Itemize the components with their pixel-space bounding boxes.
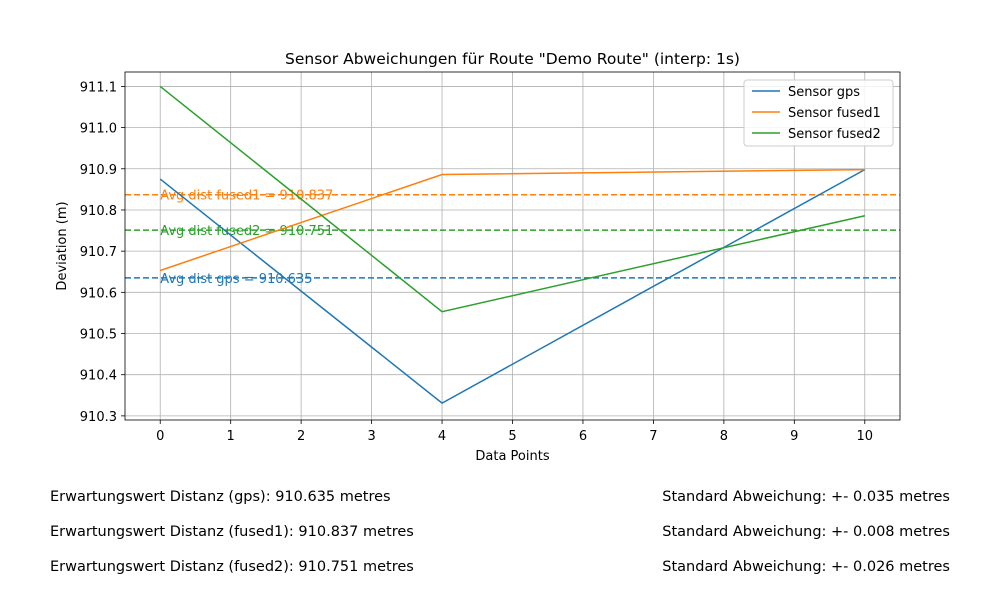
y-axis-label: Deviation (m): [55, 201, 70, 290]
avg-label-gps: Avg dist gps = 910.635: [160, 272, 312, 287]
x-tick-label: 8: [720, 429, 728, 444]
y-tick-label: 910.4: [80, 369, 117, 384]
series-line-fused2: [159, 85, 865, 313]
expectation-fused2-text: Erwartungswert Distanz (fused2): 910.751…: [50, 559, 414, 575]
expectation-fused1-text: Erwartungswert Distanz (fused1): 910.837…: [50, 524, 414, 540]
avg-label-fused1: Avg dist fused1 = 910.837: [160, 189, 333, 204]
legend-label-fused2: Sensor fused2: [788, 127, 881, 142]
y-tick-label: 910.5: [80, 328, 117, 343]
expectation-gps-text: Erwartungswert Distanz (gps): 910.635 me…: [50, 489, 391, 505]
std-deviation-gps-text: Standard Abweichung: +- 0.035 metres: [662, 489, 950, 505]
std-deviation-fused1-text: Standard Abweichung: +- 0.008 metres: [662, 524, 950, 540]
std-deviation-fused2-text: Standard Abweichung: +- 0.026 metres: [662, 559, 950, 575]
y-tick-label: 910.3: [80, 410, 117, 425]
x-tick-label: 9: [790, 429, 798, 444]
y-tick-label: 910.7: [80, 245, 117, 260]
x-tick-label: 5: [508, 429, 516, 444]
series-line-fused1: [159, 168, 865, 272]
x-tick-label: 10: [856, 429, 873, 444]
chart-title: Sensor Abweichungen für Route "Demo Rout…: [285, 50, 740, 68]
avg-label-fused2: Avg dist fused2 = 910.751: [160, 224, 333, 239]
x-tick-label: 3: [367, 429, 375, 444]
x-axis-label: Data Points: [475, 449, 549, 464]
y-tick-label: 911.1: [80, 80, 117, 95]
legend-box: [743, 79, 894, 147]
y-tick-label: 910.8: [80, 204, 117, 219]
legend-label-gps: Sensor gps: [788, 85, 860, 100]
y-tick-label: 910.6: [80, 286, 117, 301]
x-tick-label: 1: [227, 429, 235, 444]
y-tick-label: 911.0: [80, 122, 117, 137]
y-tick-label: 910.9: [80, 163, 117, 178]
x-tick-label: 4: [438, 429, 446, 444]
x-tick-label: 7: [649, 429, 657, 444]
x-tick-label: 2: [297, 429, 305, 444]
x-tick-label: 6: [579, 429, 587, 444]
legend-label-fused1: Sensor fused1: [788, 106, 881, 121]
deviation-line-chart: Avg dist fused1 = 910.837 Avg dist fused2…: [55, 50, 901, 464]
x-tick-label: 0: [156, 429, 164, 444]
